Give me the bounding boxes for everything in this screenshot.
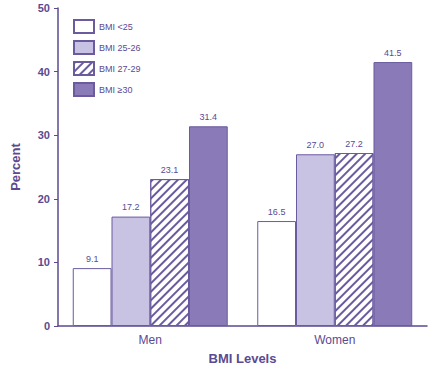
svg-text:17.2: 17.2 — [122, 202, 140, 212]
svg-text:10: 10 — [38, 256, 50, 268]
svg-text:16.5: 16.5 — [268, 207, 286, 217]
svg-text:0: 0 — [44, 320, 50, 332]
svg-text:23.1: 23.1 — [161, 165, 179, 175]
svg-text:9.1: 9.1 — [86, 254, 99, 264]
svg-text:27.0: 27.0 — [307, 140, 325, 150]
svg-text:BMI 25-26: BMI 25-26 — [99, 43, 141, 53]
svg-text:BMI <25: BMI <25 — [99, 22, 133, 32]
svg-text:30: 30 — [38, 129, 50, 141]
svg-text:Percent: Percent — [8, 142, 23, 190]
svg-text:40: 40 — [38, 66, 50, 78]
svg-text:BMI Levels: BMI Levels — [209, 351, 277, 366]
svg-text:BMI ≥30: BMI ≥30 — [99, 85, 132, 95]
svg-text:20: 20 — [38, 193, 50, 205]
svg-text:27.2: 27.2 — [345, 139, 363, 149]
svg-text:BMI 27-29: BMI 27-29 — [99, 64, 141, 74]
svg-text:41.5: 41.5 — [384, 48, 402, 58]
svg-text:Men: Men — [139, 333, 162, 347]
svg-text:31.4: 31.4 — [200, 112, 218, 122]
svg-text:Women: Women — [314, 333, 355, 347]
svg-text:50: 50 — [38, 2, 50, 14]
